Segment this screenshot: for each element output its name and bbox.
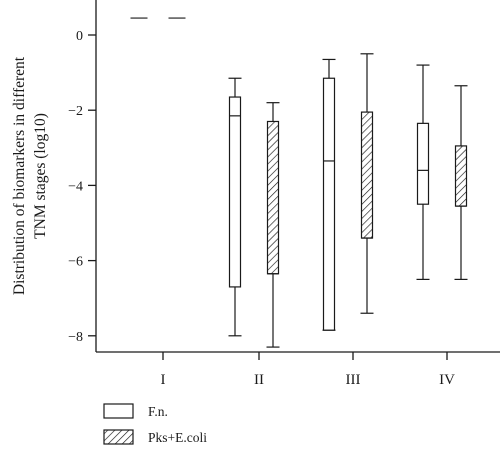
legend-swatch-hatched xyxy=(103,429,134,445)
box-iqr xyxy=(266,120,280,275)
boxplot-series xyxy=(130,17,468,348)
legend-item-fn: F.n. xyxy=(103,403,168,419)
legend-item-pks-ecoli: Pks+E.coli xyxy=(103,429,207,445)
box-iqr xyxy=(322,77,336,331)
y-tick-label: −6 xyxy=(68,255,83,270)
y-tick-label: −4 xyxy=(68,179,83,194)
box-iqr xyxy=(360,111,374,239)
x-tick-label: IV xyxy=(439,372,455,388)
y-axis-label-line-1: Distribution of biomarkers in different xyxy=(11,56,28,295)
box-iqr xyxy=(454,145,468,207)
legend-label-fn: F.n. xyxy=(148,404,168,419)
box-iqr xyxy=(228,96,242,288)
legend: F.n. Pks+E.coli xyxy=(103,403,207,445)
x-ticks: I II III IV xyxy=(161,352,455,388)
y-ticks: 0 −2 −4 −6 −8 xyxy=(68,29,96,345)
box-iqr xyxy=(416,122,430,205)
series-fn xyxy=(130,17,430,337)
series-pks-ecoli xyxy=(168,17,468,348)
y-tick-label: −2 xyxy=(68,104,83,119)
x-tick-label: I xyxy=(161,372,166,388)
y-axis-label-line-2: TNM stages (log10) xyxy=(32,113,49,239)
legend-label-pks-ecoli: Pks+E.coli xyxy=(148,430,207,445)
x-tick-label: III xyxy=(346,372,361,388)
x-tick-label: II xyxy=(254,372,264,388)
y-tick-label: −8 xyxy=(68,330,83,345)
legend-swatch-open xyxy=(103,403,134,419)
y-tick-label: 0 xyxy=(76,29,83,44)
